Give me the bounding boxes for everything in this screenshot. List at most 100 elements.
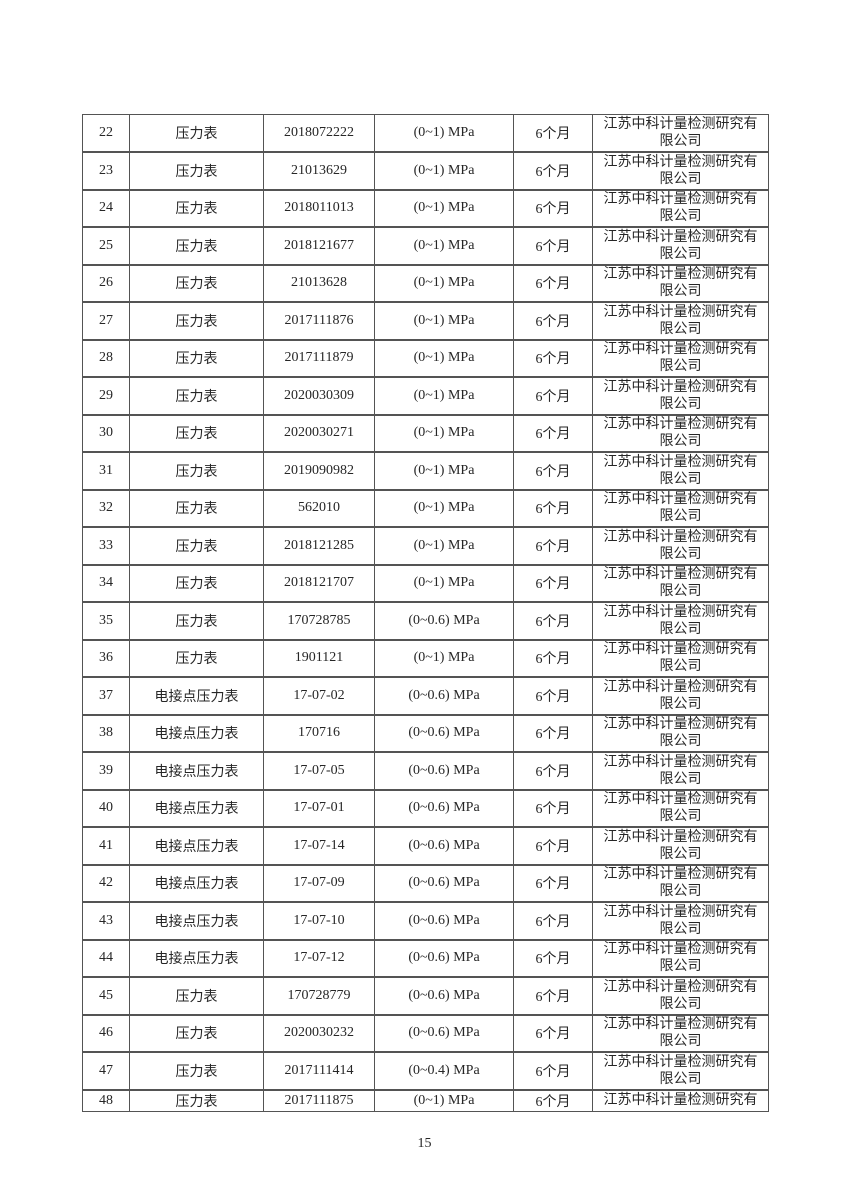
company-name-line: 江苏中科计量检测研究有 <box>603 229 758 245</box>
cell-serial-number: 17-07-05 <box>263 751 375 790</box>
cell-instrument-name: 电接点压力表 <box>129 676 264 715</box>
cell-verification-interval: 6个月 <box>513 1051 593 1090</box>
company-name-line: 江苏中科计量检测研究有 <box>603 1017 758 1033</box>
table-row: 28 压力表 2017111879 (0~1) MPa 6个月 江苏中科计量检测研究有 限公… <box>82 338 769 378</box>
company-name-line: 限公司 <box>659 621 702 637</box>
cell-verification-company: 江苏中科计量检测研究有 限公司 <box>592 226 769 265</box>
cell-verification-interval: 6个月 <box>513 451 593 490</box>
cell-row-number: 48 <box>82 1088 130 1112</box>
cell-verification-interval: 6个月 <box>513 338 593 378</box>
company-name-line: 限公司 <box>659 359 702 375</box>
cell-row-number: 24 <box>82 188 130 228</box>
cell-measuring-range: (0~1) MPa <box>374 413 514 453</box>
cell-verification-company: 江苏中科计量检测研究有 限公司 <box>592 676 769 715</box>
cell-verification-interval: 6个月 <box>513 713 593 753</box>
cell-verification-interval: 6个月 <box>513 751 593 790</box>
company-name-line: 限公司 <box>659 1034 702 1050</box>
cell-serial-number: 170728785 <box>263 601 375 640</box>
company-name-line: 限公司 <box>659 471 702 487</box>
cell-serial-number: 562010 <box>263 488 375 528</box>
cell-verification-company: 江苏中科计量检测研究有 限公司 <box>592 1051 769 1090</box>
cell-instrument-name: 压力表 <box>129 114 264 153</box>
cell-instrument-name: 压力表 <box>129 263 264 303</box>
cell-verification-company: 江苏中科计量检测研究有 限公司 <box>592 751 769 790</box>
table-row: 40 电接点压力表 17-07-01 (0~0.6) MPa 6个月 江苏中科计量检测研究… <box>82 788 769 828</box>
company-name-line: 限公司 <box>659 284 702 300</box>
company-name-line: 江苏中科计量检测研究有 <box>603 942 758 958</box>
cell-verification-company: 江苏中科计量检测研究有 限公司 <box>592 301 769 340</box>
cell-row-number: 28 <box>82 338 130 378</box>
company-name-line: 江苏中科计量检测研究有 <box>603 754 758 770</box>
cell-verification-interval: 6个月 <box>513 826 593 865</box>
cell-verification-company: 江苏中科计量检测研究有 限公司 <box>592 488 769 528</box>
cell-serial-number: 2018121677 <box>263 226 375 265</box>
cell-verification-interval: 6个月 <box>513 901 593 940</box>
cell-verification-interval: 6个月 <box>513 413 593 453</box>
company-name-line: 江苏中科计量检测研究有 <box>603 154 758 170</box>
company-name-line: 江苏中科计量检测研究有 <box>603 867 758 883</box>
cell-verification-company: 江苏中科计量检测研究有 限公司 <box>592 151 769 190</box>
cell-serial-number: 17-07-14 <box>263 826 375 865</box>
table-row: 46 压力表 2020030232 (0~0.6) MPa 6个月 江苏中科计量检测研究有… <box>82 1013 769 1053</box>
cell-row-number: 31 <box>82 451 130 490</box>
cell-instrument-name: 电接点压力表 <box>129 938 264 978</box>
cell-measuring-range: (0~0.6) MPa <box>374 751 514 790</box>
company-name-line: 江苏中科计量检测研究有 <box>603 904 758 920</box>
company-name-line: 江苏中科计量检测研究有 <box>603 792 758 808</box>
company-name-line: 限公司 <box>659 996 702 1012</box>
cell-serial-number: 170716 <box>263 713 375 753</box>
company-name-line: 限公司 <box>659 734 702 750</box>
cell-verification-company: 江苏中科计量检测研究有 限公司 <box>592 413 769 453</box>
cell-instrument-name: 电接点压力表 <box>129 788 264 828</box>
table-row: 29 压力表 2020030309 (0~1) MPa 6个月 江苏中科计量检测研究有 限公… <box>82 376 769 415</box>
cell-instrument-name: 压力表 <box>129 301 264 340</box>
cell-verification-company: 江苏中科计量检测研究有 限公司 <box>592 188 769 228</box>
cell-measuring-range: (0~1) MPa <box>374 226 514 265</box>
cell-serial-number: 2018121707 <box>263 563 375 603</box>
cell-verification-interval: 6个月 <box>513 226 593 265</box>
cell-instrument-name: 压力表 <box>129 151 264 190</box>
company-name-line: 限公司 <box>659 921 702 937</box>
company-name-line: 限公司 <box>659 434 702 450</box>
cell-row-number: 37 <box>82 676 130 715</box>
table-row: 26 压力表 21013628 (0~1) MPa 6个月 江苏中科计量检测研究有 限公司 <box>82 263 769 303</box>
cell-measuring-range: (0~1) MPa <box>374 563 514 603</box>
table-row: 35 压力表 170728785 (0~0.6) MPa 6个月 江苏中科计量检测研究有限… <box>82 601 769 640</box>
cell-serial-number: 1901121 <box>263 638 375 678</box>
cell-verification-interval: 6个月 <box>513 526 593 565</box>
cell-measuring-range: (0~0.6) MPa <box>374 788 514 828</box>
company-name-line: 限公司 <box>659 171 702 187</box>
table-row: 42 电接点压力表 17-07-09 (0~0.6) MPa 6个月 江苏中科计量检测研究… <box>82 863 769 903</box>
cell-row-number: 27 <box>82 301 130 340</box>
cell-row-number: 38 <box>82 713 130 753</box>
cell-verification-company: 江苏中科计量检测研究有 限公司 <box>592 976 769 1015</box>
cell-instrument-name: 压力表 <box>129 526 264 565</box>
cell-measuring-range: (0~0.6) MPa <box>374 676 514 715</box>
cell-verification-interval: 6个月 <box>513 976 593 1015</box>
table-row: 34 压力表 2018121707 (0~1) MPa 6个月 江苏中科计量检测研究有 限公… <box>82 563 769 603</box>
cell-serial-number: 17-07-02 <box>263 676 375 715</box>
table-row: 36 压力表 1901121 (0~1) MPa 6个月 江苏中科计量检测研究有 限公司 <box>82 638 769 678</box>
cell-serial-number: 2017111879 <box>263 338 375 378</box>
cell-verification-company: 江苏中科计量检测研究有 限公司 <box>592 338 769 378</box>
cell-measuring-range: (0~1) MPa <box>374 263 514 303</box>
cell-measuring-range: (0~0.6) MPa <box>374 826 514 865</box>
company-name-line: 限公司 <box>659 584 702 600</box>
cell-verification-company: 江苏中科计量检测研究有 限公司 <box>592 114 769 153</box>
cell-verification-interval: 6个月 <box>513 601 593 640</box>
cell-serial-number: 2017111414 <box>263 1051 375 1090</box>
table-row: 31 压力表 2019090982 (0~1) MPa 6个月 江苏中科计量检测研究有 限公… <box>82 451 769 490</box>
cell-measuring-range: (0~0.6) MPa <box>374 1013 514 1053</box>
company-name-line: 江苏中科计量检测研究有 <box>603 379 758 395</box>
cell-verification-company: 江苏中科计量检测研究有 限公司 <box>592 638 769 678</box>
cell-serial-number: 21013628 <box>263 263 375 303</box>
company-name-line: 限公司 <box>659 321 702 337</box>
company-name-line: 江苏中科计量检测研究有 <box>603 829 758 845</box>
cell-serial-number: 2018072222 <box>263 114 375 153</box>
cell-verification-company: 江苏中科计量检测研究有 限公司 <box>592 263 769 303</box>
cell-verification-interval: 6个月 <box>513 114 593 153</box>
cell-measuring-range: (0~0.6) MPa <box>374 863 514 903</box>
company-name-line: 江苏中科计量检测研究有 <box>603 1054 758 1070</box>
cell-measuring-range: (0~0.6) MPa <box>374 901 514 940</box>
